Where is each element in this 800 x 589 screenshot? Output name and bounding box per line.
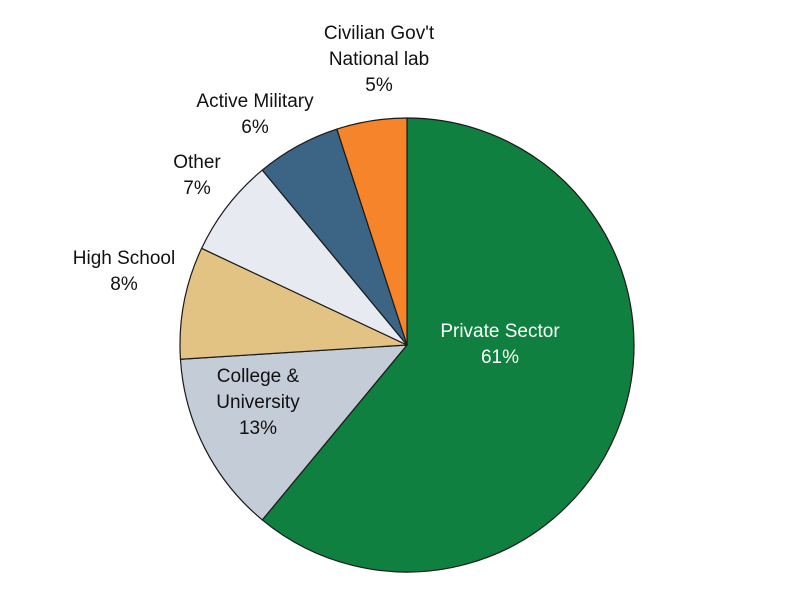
slice-label-college: College & University 13% xyxy=(216,366,300,439)
slice-label-line: Civilian Gov't xyxy=(324,23,435,44)
slice-label-line: Active Military xyxy=(196,91,314,112)
slice-label-line: Other xyxy=(173,152,221,173)
slice-label-line: 7% xyxy=(183,178,211,199)
pie-slice-college xyxy=(179,344,408,521)
slice-label-line: 13% xyxy=(239,418,277,439)
slice-label-line: 6% xyxy=(241,117,269,138)
slice-label-line: National lab xyxy=(329,49,429,70)
slice-label-line: Private Sector xyxy=(440,321,560,342)
slice-label-other: Other 7% xyxy=(173,152,221,199)
slice-label-line: College & xyxy=(217,366,300,387)
slice-label-private-sector: Private Sector 61% xyxy=(440,321,560,368)
pie-slices xyxy=(179,117,635,573)
pie-slice-high-school xyxy=(179,247,408,360)
slice-label-line: 61% xyxy=(481,347,519,368)
slice-label-line: High School xyxy=(73,248,175,269)
pie-labels: Private Sector 61% College & University 13% H… xyxy=(73,23,561,439)
slice-label-high-school: High School 8% xyxy=(73,248,175,295)
slice-label-civilian-gov-t: Civilian Gov't National lab 5% xyxy=(324,23,435,96)
slice-label-active-military: Active Military 6% xyxy=(196,91,314,138)
slice-label-line: University xyxy=(216,392,300,413)
slice-label-line: 5% xyxy=(365,75,393,96)
pie-slice-private-sector xyxy=(261,117,635,573)
slice-label-line: 8% xyxy=(110,274,138,295)
pie-slice-civilian-gov-t xyxy=(336,117,408,346)
